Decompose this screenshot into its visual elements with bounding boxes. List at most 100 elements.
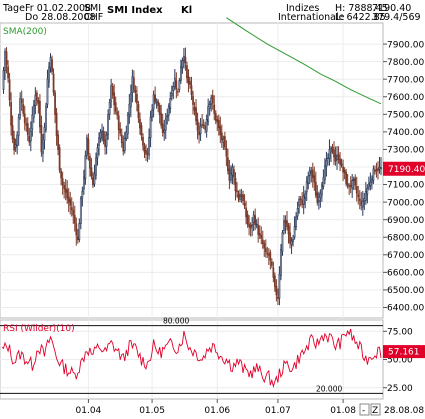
candle[interactable] xyxy=(117,110,120,141)
candle[interactable] xyxy=(5,47,8,74)
candle[interactable] xyxy=(95,152,97,180)
candle[interactable] xyxy=(78,218,81,243)
candle[interactable] xyxy=(192,90,194,115)
candle[interactable] xyxy=(261,230,264,249)
candle[interactable] xyxy=(263,240,266,257)
candle[interactable] xyxy=(358,190,361,210)
candle[interactable] xyxy=(289,222,291,249)
candle[interactable] xyxy=(225,140,228,167)
candle[interactable] xyxy=(260,226,263,245)
candle[interactable] xyxy=(220,124,223,148)
candle[interactable] xyxy=(16,131,19,155)
candle[interactable] xyxy=(208,100,211,116)
candle[interactable] xyxy=(34,87,37,115)
candle[interactable] xyxy=(322,169,325,190)
candle[interactable] xyxy=(243,194,246,209)
candle[interactable] xyxy=(140,122,143,141)
candle[interactable] xyxy=(31,106,34,137)
candle[interactable] xyxy=(361,190,364,216)
candle[interactable] xyxy=(133,70,135,93)
candle[interactable] xyxy=(40,115,43,157)
candle[interactable] xyxy=(375,162,378,178)
candle[interactable] xyxy=(157,99,160,113)
candle[interactable] xyxy=(374,165,376,175)
candle[interactable] xyxy=(252,210,255,232)
candle[interactable] xyxy=(355,176,358,202)
candle[interactable] xyxy=(7,60,9,83)
candle[interactable] xyxy=(310,166,313,183)
candle[interactable] xyxy=(29,121,32,152)
candle[interactable] xyxy=(327,153,329,166)
candle[interactable] xyxy=(102,126,105,145)
candle[interactable] xyxy=(286,210,288,231)
candle[interactable] xyxy=(51,55,53,75)
candle[interactable] xyxy=(316,185,319,206)
candle[interactable] xyxy=(366,184,369,204)
candle[interactable] xyxy=(357,185,360,205)
candle[interactable] xyxy=(139,112,141,135)
candle[interactable] xyxy=(331,143,334,154)
candle[interactable] xyxy=(372,165,375,185)
candle[interactable] xyxy=(228,159,231,190)
candle[interactable] xyxy=(320,181,323,202)
candle[interactable] xyxy=(333,141,335,166)
candle[interactable] xyxy=(172,81,175,100)
candle[interactable] xyxy=(196,112,199,140)
candle[interactable] xyxy=(167,103,170,122)
candle[interactable] xyxy=(99,129,102,143)
candle[interactable] xyxy=(52,68,55,96)
candle[interactable] xyxy=(269,249,272,270)
candle[interactable] xyxy=(380,157,382,176)
candle[interactable] xyxy=(122,135,125,156)
candle[interactable] xyxy=(186,61,188,83)
candle[interactable] xyxy=(148,128,150,160)
candle[interactable] xyxy=(11,115,14,144)
candle[interactable] xyxy=(296,201,299,221)
candle[interactable] xyxy=(293,216,296,240)
zoom-out-button[interactable] xyxy=(359,403,370,416)
candles[interactable] xyxy=(2,47,382,306)
candle[interactable] xyxy=(42,134,44,163)
candle[interactable] xyxy=(26,117,29,142)
candle[interactable] xyxy=(98,132,100,156)
candle[interactable] xyxy=(154,86,156,105)
chart-mode[interactable]: Kl xyxy=(181,5,192,16)
candle[interactable] xyxy=(317,191,320,210)
period-label[interactable]: Tage xyxy=(2,3,25,14)
candle[interactable] xyxy=(125,125,128,142)
candle[interactable] xyxy=(328,139,331,166)
candle[interactable] xyxy=(205,114,208,138)
candle[interactable] xyxy=(193,102,196,116)
candle[interactable] xyxy=(111,82,114,99)
candle[interactable] xyxy=(284,215,287,234)
candle[interactable] xyxy=(202,119,205,129)
candle[interactable] xyxy=(45,102,47,133)
candle[interactable] xyxy=(180,59,182,84)
candle[interactable] xyxy=(89,153,91,177)
candle[interactable] xyxy=(242,190,244,205)
candle[interactable] xyxy=(336,146,338,170)
candle[interactable] xyxy=(245,200,247,225)
candle[interactable] xyxy=(123,131,126,154)
candle[interactable] xyxy=(339,152,341,172)
candle[interactable] xyxy=(298,196,301,214)
candle[interactable] xyxy=(87,133,90,161)
candle[interactable] xyxy=(158,102,161,124)
candle[interactable] xyxy=(110,78,113,109)
candle[interactable] xyxy=(246,210,249,228)
candle[interactable] xyxy=(70,197,73,217)
candle[interactable] xyxy=(324,158,326,185)
candle[interactable] xyxy=(290,237,293,254)
candle[interactable] xyxy=(23,105,26,131)
candle[interactable] xyxy=(184,47,187,71)
candle[interactable] xyxy=(348,182,351,195)
candle[interactable] xyxy=(107,109,110,140)
candle[interactable] xyxy=(160,104,163,129)
candle[interactable] xyxy=(233,165,235,185)
candle[interactable] xyxy=(292,234,294,247)
candle[interactable] xyxy=(161,113,164,137)
candle[interactable] xyxy=(330,145,332,162)
candle[interactable] xyxy=(61,171,64,195)
candle[interactable] xyxy=(354,174,357,190)
candle[interactable] xyxy=(137,100,140,123)
